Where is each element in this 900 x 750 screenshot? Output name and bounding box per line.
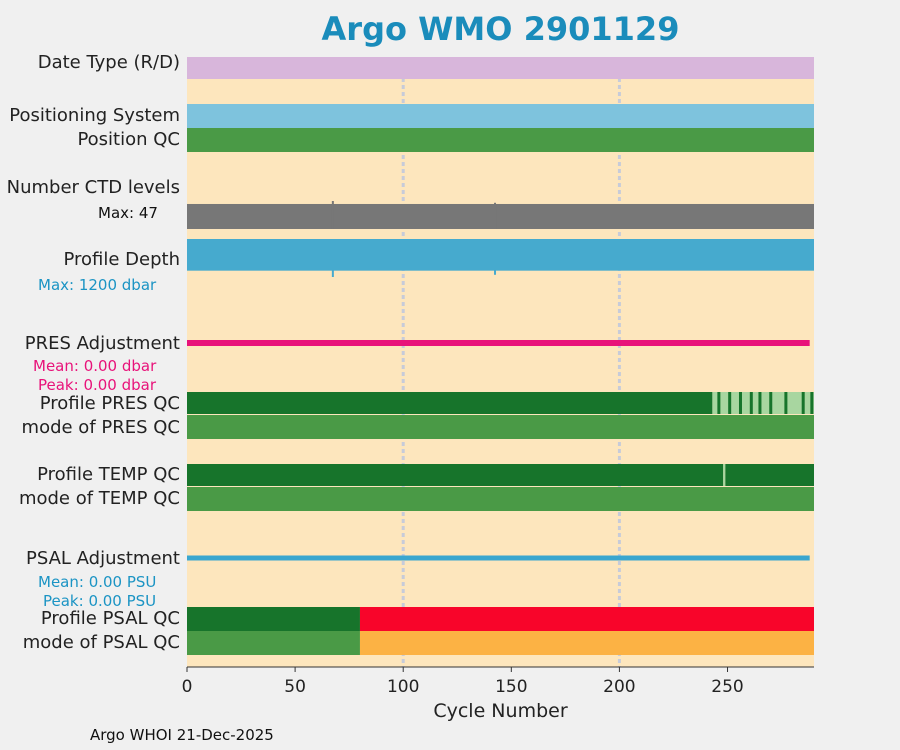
psal-peak-label: Peak: 0.00 PSU: [43, 592, 157, 610]
pres-qc-stripe: [728, 392, 732, 414]
x-tick-label: 100: [387, 677, 419, 697]
depth-spike: [494, 239, 497, 275]
pres-adjust-label: PRES Adjustment: [24, 333, 180, 354]
pres-qc-stripe: [717, 392, 721, 414]
x-tick-label: 250: [711, 677, 743, 697]
psal-adjust-label: PSAL Adjustment: [25, 548, 180, 569]
profile-pres-qc-segment: [187, 392, 713, 414]
date-type-bar: [187, 57, 814, 79]
x-tick-label: 0: [182, 677, 193, 697]
mode-pres-qc-bar: [187, 415, 814, 439]
pres-qc-stripe: [749, 392, 753, 414]
footer-credit: Argo WHOI 21-Dec-2025: [90, 726, 274, 744]
pres-qc-stripe: [784, 392, 788, 414]
profile-pres-qc-label: Profile PRES QC: [39, 393, 180, 414]
x-axis-label: Cycle Number: [433, 700, 568, 722]
profile-temp-qc-segment: [187, 464, 724, 486]
mode-temp-qc-label: mode of TEMP QC: [18, 488, 180, 509]
positioning-bar: [187, 104, 814, 128]
psal-mean-label: Mean: 0.00 PSU: [38, 573, 157, 591]
ctd-levels-label: Number CTD levels: [6, 177, 180, 198]
profile-depth-bar: [187, 239, 814, 271]
mode-psal-qc-segment: [187, 631, 360, 655]
ctd-spike: [494, 202, 497, 229]
chart-title: Argo WMO 2901129: [321, 10, 680, 48]
depth-max-label: Max: 1200 dbar: [38, 276, 157, 294]
profile-depth-label: Profile Depth: [63, 249, 180, 270]
pres-peak-label: Peak: 0.00 dbar: [38, 376, 157, 394]
pres-qc-stripe: [801, 392, 805, 414]
pres-qc-stripe: [758, 392, 762, 414]
x-tick-label: 50: [284, 677, 306, 697]
date-type-label: Date Type (R/D): [37, 52, 180, 73]
profile-psal-qc-segment: [359, 607, 814, 631]
profile-psal-qc-segment: [187, 607, 360, 631]
profile-temp-qc-segment: [723, 464, 726, 486]
mode-temp-qc-bar: [187, 487, 814, 511]
mode-psal-qc-segment: [359, 631, 814, 655]
plot-background: [187, 57, 814, 667]
mode-psal-qc-label: mode of PSAL QC: [22, 632, 180, 653]
positioning-label: Positioning System: [9, 105, 180, 126]
ctd-levels-bar: [187, 203, 814, 229]
depth-spike: [331, 239, 334, 277]
profile-temp-qc-label: Profile TEMP QC: [37, 464, 180, 485]
mode-pres-qc-label: mode of PRES QC: [21, 417, 180, 438]
profile-temp-qc-segment: [725, 464, 814, 486]
ctd-spike: [331, 201, 334, 229]
pres-qc-stripe: [810, 392, 814, 414]
profile-pres-qc-segment: [712, 392, 814, 414]
position-qc-bar: [187, 128, 814, 152]
pres-qc-stripe: [769, 392, 773, 414]
pres-qc-stripe: [738, 392, 742, 414]
position-qc-label: Position QC: [77, 129, 180, 150]
pres-mean-label: Mean: 0.00 dbar: [33, 357, 157, 375]
x-tick-label: 200: [603, 677, 635, 697]
ctd-max-label: Max: 47: [98, 204, 158, 222]
profile-psal-qc-label: Profile PSAL QC: [40, 608, 180, 629]
x-tick-label: 150: [495, 677, 527, 697]
